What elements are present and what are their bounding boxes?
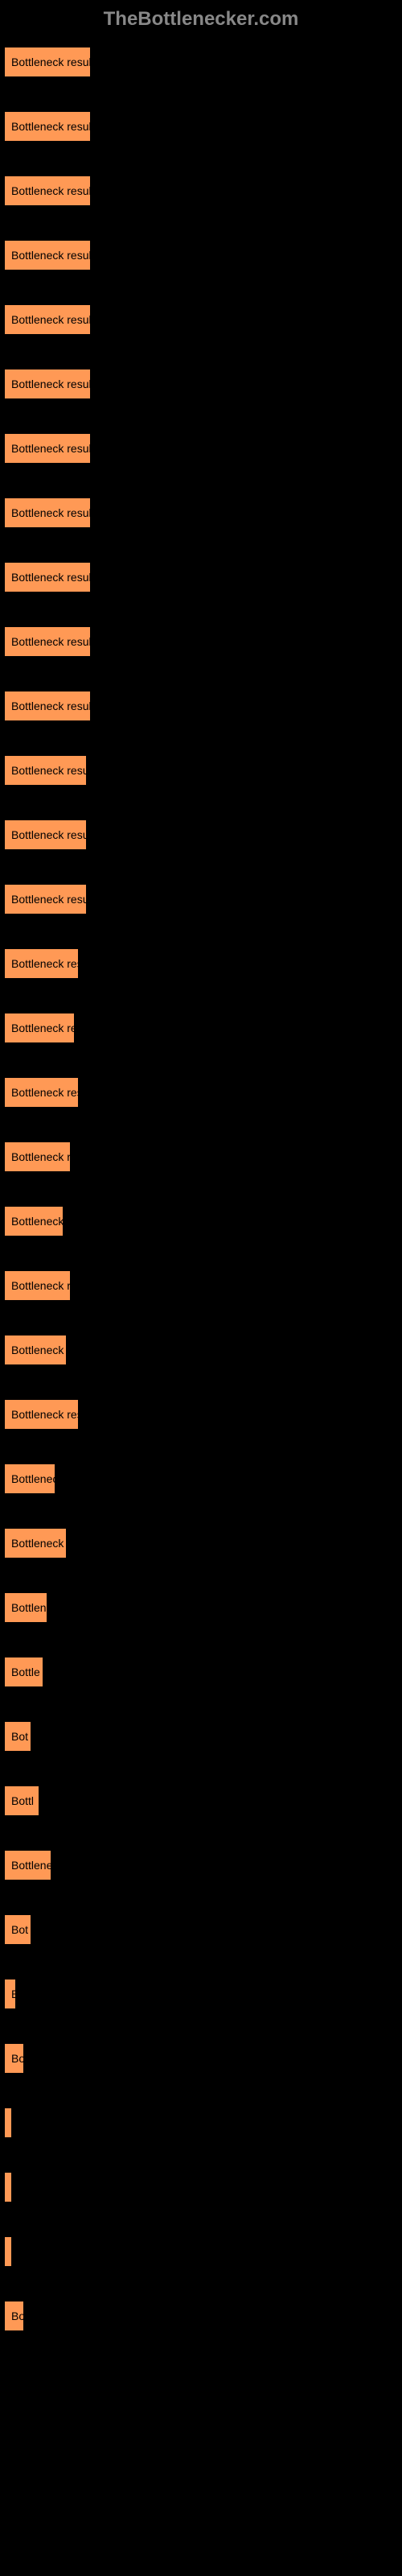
bar-row: Bottle (4, 1657, 398, 1687)
bar: Bottl (4, 1785, 39, 1816)
bar-row: Bottleneck result (4, 562, 398, 592)
bar: Bottleneck result (4, 948, 79, 979)
bar-row: Bottleneck result (4, 304, 398, 335)
bar-row: Bottleneck result (4, 47, 398, 77)
bar-row: Bottlen (4, 1592, 398, 1623)
bar-row: Bottleneck result (4, 884, 398, 914)
bar-row: Bottleneck result (4, 819, 398, 850)
site-header: TheBottlenecker.com (0, 8, 402, 31)
bar: Bottleneck result (4, 1399, 79, 1430)
bar-row: Bottlene (4, 1850, 398, 1880)
bar: Bottleneck res (4, 1335, 67, 1365)
bar: Bo (4, 2301, 24, 2331)
bar: Bottleneck result (4, 1077, 79, 1108)
bar-row: Bottleneck (4, 1463, 398, 1494)
bar-row: Bottleneck resu (4, 1141, 398, 1172)
bar-row: Bottleneck result (4, 497, 398, 528)
bar (4, 2107, 12, 2138)
bar: Bottleneck result (4, 562, 91, 592)
bar-row: Bot (4, 1914, 398, 1945)
bar-row: Bo (4, 2301, 398, 2331)
bar: Bottleneck result (4, 691, 91, 721)
bar-row: Bottleneck r (4, 1206, 398, 1236)
bar-row: Bottleneck result (4, 369, 398, 399)
bar: Bot (4, 1721, 31, 1752)
bar: Bottleneck resu (4, 1141, 71, 1172)
bar-row: Bottleneck result (4, 111, 398, 142)
bar-row (4, 2107, 398, 2138)
bar: Bottleneck result (4, 369, 91, 399)
bar: Bottleneck result (4, 433, 91, 464)
bar: Bottleneck result (4, 111, 91, 142)
bar: Bottleneck result (4, 626, 91, 657)
bar-row: Bottleneck result (4, 1399, 398, 1430)
bar-row: Bottleneck result (4, 626, 398, 657)
bar: Bottleneck result (4, 884, 87, 914)
bar-row: B (4, 1979, 398, 2009)
bar: Bo (4, 2043, 24, 2074)
bar: Bot (4, 1914, 31, 1945)
bar-row: Bottleneck result (4, 433, 398, 464)
bar-row (4, 2172, 398, 2202)
bar: Bottle (4, 1657, 43, 1687)
bar: Bottleneck result (4, 755, 87, 786)
bar: Bottlene (4, 1850, 51, 1880)
bar-row: Bottleneck result (4, 948, 398, 979)
bar-row: Bottleneck res (4, 1528, 398, 1558)
site-title: TheBottlenecker.com (104, 8, 299, 30)
bar: Bottleneck result (4, 819, 87, 850)
bar: Bottleneck r (4, 1206, 64, 1236)
bar-row: Bottleneck result (4, 691, 398, 721)
bar-row: Bottl (4, 1785, 398, 1816)
bar-row (4, 2236, 398, 2267)
bar-row: Bo (4, 2043, 398, 2074)
bar: Bottleneck result (4, 1013, 75, 1043)
bar: Bottleneck result (4, 240, 91, 270)
bar (4, 2172, 12, 2202)
bar: Bottleneck result (4, 497, 91, 528)
bar-row: Bottleneck result (4, 1013, 398, 1043)
bar: Bottleneck resu (4, 1270, 71, 1301)
bar-row: Bottleneck result (4, 240, 398, 270)
bar-row: Bottleneck result (4, 175, 398, 206)
bar-chart: Bottleneck result Bottleneck result Bottle… (0, 47, 402, 2331)
bar-row: Bottleneck result (4, 755, 398, 786)
bar: Bottleneck result (4, 175, 91, 206)
bar-row: Bot (4, 1721, 398, 1752)
bar-row: Bottleneck result (4, 1077, 398, 1108)
bar: Bottleneck res (4, 1528, 67, 1558)
bar: Bottlen (4, 1592, 47, 1623)
bar: B (4, 1979, 16, 2009)
bar: Bottleneck (4, 1463, 55, 1494)
bar: Bottleneck result (4, 304, 91, 335)
bar-row: Bottleneck resu (4, 1270, 398, 1301)
bar-row: Bottleneck res (4, 1335, 398, 1365)
bar: Bottleneck result (4, 47, 91, 77)
bar (4, 2236, 12, 2267)
